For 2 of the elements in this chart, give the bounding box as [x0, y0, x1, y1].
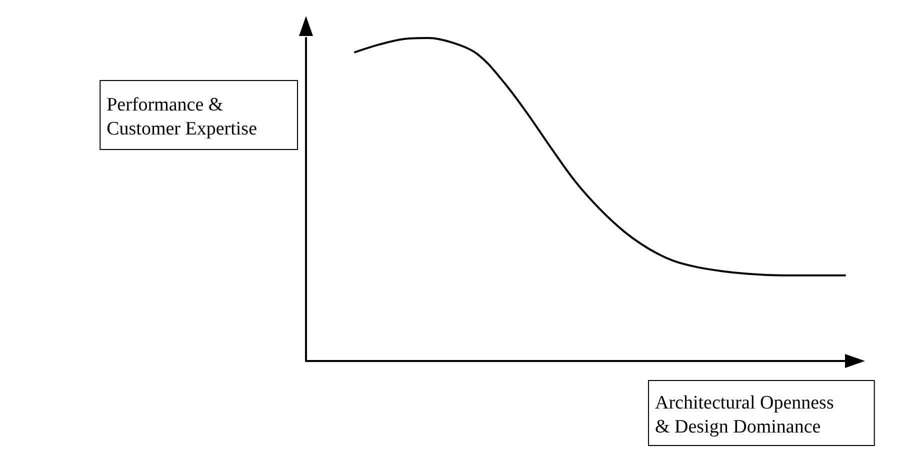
- y-axis-title: Performance & Customer Expertise: [106, 94, 258, 140]
- x-axis-title: Architectural Openness & Design Dominance: [655, 392, 834, 438]
